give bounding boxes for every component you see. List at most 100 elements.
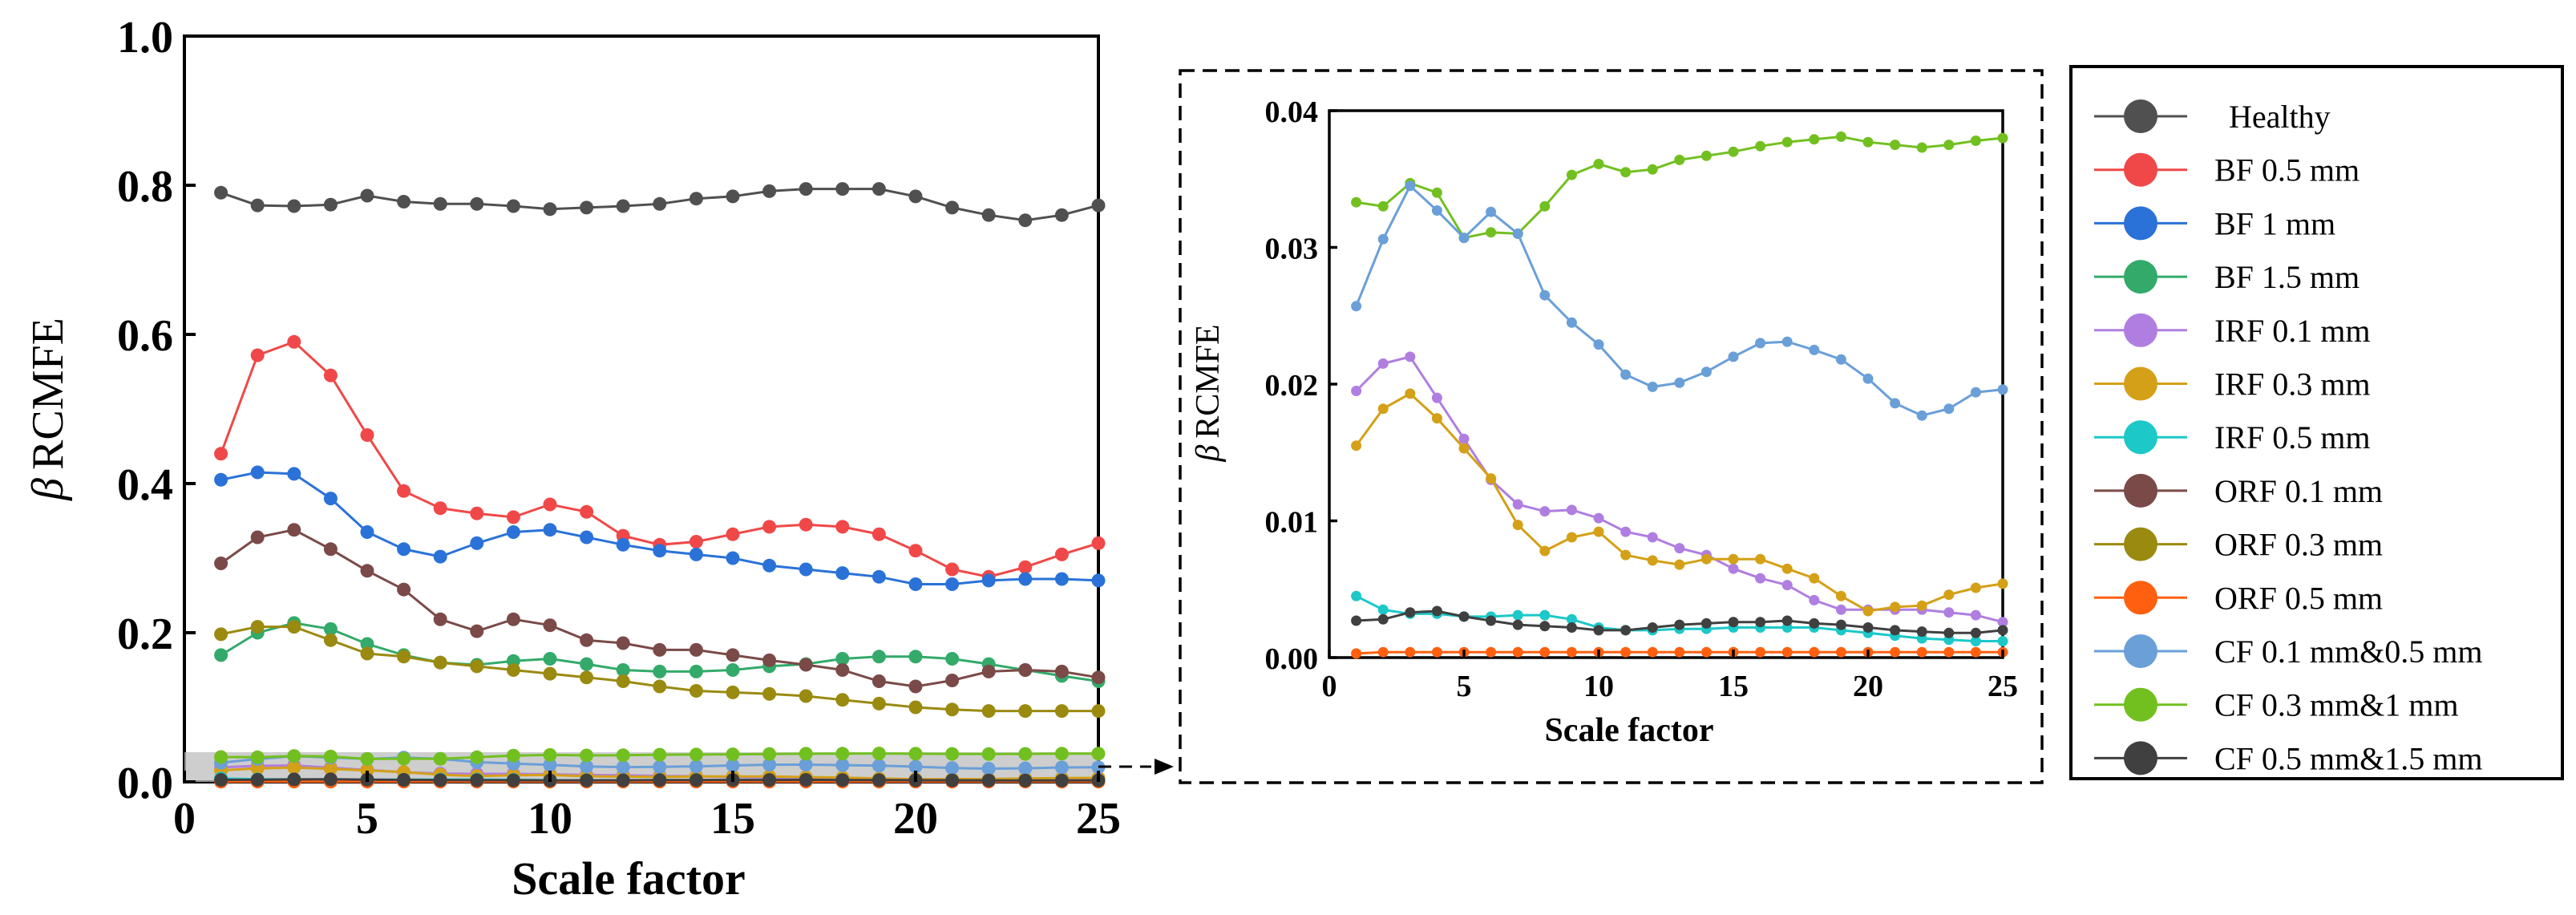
main-x-tick-label: 0 (173, 794, 196, 844)
inset-point-orf-0-5-mm (1351, 648, 1362, 659)
inset-point-irf-0-1-mm (1755, 573, 1766, 584)
main-point-cf-0-1-mm-0-5-mm (543, 758, 557, 772)
main-series-cf-0-3-mm-1-mm (214, 747, 1106, 766)
main-point-cf-0-5-mm-1-5-mm (470, 773, 484, 787)
main-y-tick-label: 0.2 (117, 609, 173, 659)
main-point-irf-0-3-mm (287, 760, 301, 775)
legend-marker-orf-0-3-mm (2124, 527, 2157, 561)
inset-point-irf-0-1-mm (1431, 392, 1442, 403)
main-point-cf-0-1-mm-0-5-mm (762, 758, 777, 772)
inset-point-cf-0-5-mm-1-5-mm (1647, 622, 1658, 633)
inset-point-irf-0-5-mm (1566, 613, 1577, 625)
main-point-cf-0-1-mm-0-5-mm (726, 759, 740, 772)
main-point-orf-0-1-mm (616, 636, 630, 650)
inset-point-irf-0-1-mm (1997, 617, 2008, 628)
main-series-orf-0-1-mm (214, 523, 1106, 694)
main-point-bf-1-5-mm (214, 648, 228, 662)
inset-point-cf-0-1-mm-0-5-mm (1512, 228, 1523, 239)
inset-x-axis-title: Scale factor (1544, 712, 1713, 749)
inset-point-cf-0-5-mm-1-5-mm (1351, 615, 1362, 626)
legend-item-healthy: Healthy (2094, 99, 2331, 135)
main-point-orf-0-1-mm (1054, 664, 1069, 678)
inset-point-orf-0-5-mm (1512, 646, 1523, 658)
main-point-cf-0-5-mm-1-5-mm (653, 773, 667, 787)
main-point-cf-0-3-mm-1-mm (287, 749, 301, 763)
inset-point-cf-0-5-mm-1-5-mm (1512, 619, 1523, 630)
inset-point-cf-0-5-mm-1-5-mm (1862, 622, 1874, 633)
legend-marker-cf-0-1-mm-0-5-mm (2124, 634, 2157, 668)
inset-point-cf-0-5-mm-1-5-mm (1593, 625, 1604, 636)
inset-point-cf-0-1-mm-0-5-mm (1755, 338, 1766, 349)
legend-item-cf-0-1-mm-0-5-mm: CF 0.1 mm&0.5 mm (2094, 634, 2483, 670)
main-point-cf-0-3-mm-1-mm (726, 747, 740, 762)
main-point-healthy (726, 189, 740, 204)
zoom-connector-arrow (1155, 759, 1174, 775)
inset-point-irf-0-1-mm (1512, 499, 1523, 510)
inset-point-orf-0-5-mm (1566, 646, 1577, 658)
main-point-bf-1-5-mm (543, 652, 557, 666)
main-point-cf-0-3-mm-1-mm (689, 747, 703, 762)
inset-point-cf-0-5-mm-1-5-mm (1620, 625, 1632, 636)
inset-point-cf-0-5-mm-1-5-mm (1700, 617, 1712, 629)
inset-point-orf-0-5-mm (1431, 646, 1442, 658)
inset-point-irf-0-3-mm (1970, 582, 1981, 593)
main-point-healthy (323, 197, 338, 212)
main-point-orf-0-1-mm (470, 624, 484, 638)
main-point-bf-1-mm (506, 525, 520, 539)
main-point-cf-0-5-mm-1-5-mm (287, 772, 301, 787)
inset-point-orf-0-5-mm (1674, 646, 1685, 658)
main-point-cf-0-3-mm-1-mm (580, 748, 594, 763)
main-point-bf-0-5-mm (250, 348, 265, 362)
main-x-axis-title: Scale factor (512, 852, 745, 905)
main-point-orf-0-1-mm (871, 674, 886, 688)
main-point-bf-0-5-mm (1018, 560, 1033, 574)
main-point-cf-0-3-mm-1-mm (616, 748, 630, 763)
inset-point-cf-0-3-mm-1-mm (1431, 187, 1442, 198)
main-point-cf-0-3-mm-1-mm (470, 750, 484, 764)
main-series-orf-0-3-mm (214, 620, 1106, 719)
inset-point-irf-0-5-mm (1512, 609, 1523, 621)
inset-point-irf-0-3-mm (1674, 559, 1685, 570)
main-point-cf-0-1-mm-0-5-mm (799, 758, 813, 771)
main-point-cf-0-1-mm-0-5-mm (653, 759, 667, 774)
main-point-bf-0-5-mm (871, 527, 886, 541)
inset-point-irf-0-3-mm (1700, 553, 1712, 565)
main-y-axis-title-symbol: β (23, 478, 73, 501)
legend-label-bf-0-5-mm: BF 0.5 mm (2214, 152, 2360, 188)
legend-marker-irf-0-5-mm (2124, 420, 2157, 455)
main-point-bf-1-mm (726, 551, 740, 565)
main-x-tick-label: 10 (528, 794, 572, 844)
main-point-cf-0-5-mm-1-5-mm (323, 772, 338, 787)
inset-series-cf-0-5-mm-1-5-mm (1351, 605, 2008, 638)
main-point-orf-0-1-mm (250, 530, 265, 545)
main-point-bf-0-5-mm (543, 497, 557, 512)
main-x-tick-label: 25 (1076, 794, 1121, 844)
legend-label-irf-0-3-mm: IRF 0.3 mm (2214, 366, 2370, 403)
main-point-orf-0-1-mm (214, 557, 228, 570)
main-point-healthy (689, 192, 703, 206)
legend-item-irf-0-5-mm: IRF 0.5 mm (2094, 419, 2370, 455)
main-point-bf-1-mm (1018, 572, 1033, 586)
main-point-healthy (981, 208, 996, 222)
main-point-cf-0-3-mm-1-mm (871, 747, 886, 761)
inset-y-axis-title-symbol: β (1190, 445, 1227, 463)
inset-point-cf-0-5-mm-1-5-mm (1916, 626, 1927, 638)
inset-point-cf-0-5-mm-1-5-mm (1755, 617, 1766, 628)
main-y-axis: 0.0 0.2 0.4 0.6 0.8 1.0 (117, 13, 196, 808)
main-point-bf-1-mm (543, 523, 557, 537)
main-point-orf-0-3-mm (835, 693, 850, 707)
inset-point-irf-0-3-mm (1377, 403, 1389, 415)
main-point-orf-0-3-mm (1054, 704, 1069, 719)
main-point-bf-1-mm (871, 569, 886, 584)
inset-point-cf-0-1-mm-0-5-mm (1862, 373, 1874, 384)
inset-point-cf-0-3-mm-1-mm (1620, 167, 1632, 178)
main-point-cf-0-3-mm-1-mm (945, 747, 960, 761)
main-point-cf-0-5-mm-1-5-mm (945, 773, 960, 787)
main-point-orf-0-3-mm (799, 689, 813, 703)
legend-label-irf-0-1-mm: IRF 0.1 mm (2214, 313, 2370, 349)
inset-point-cf-0-3-mm-1-mm (1970, 136, 1981, 146)
main-point-bf-0-5-mm (580, 504, 594, 519)
legend-label-bf-1-5-mm: BF 1.5 mm (2214, 259, 2360, 295)
main-point-bf-0-5-mm (1091, 536, 1106, 550)
main-point-orf-0-3-mm (250, 620, 265, 634)
